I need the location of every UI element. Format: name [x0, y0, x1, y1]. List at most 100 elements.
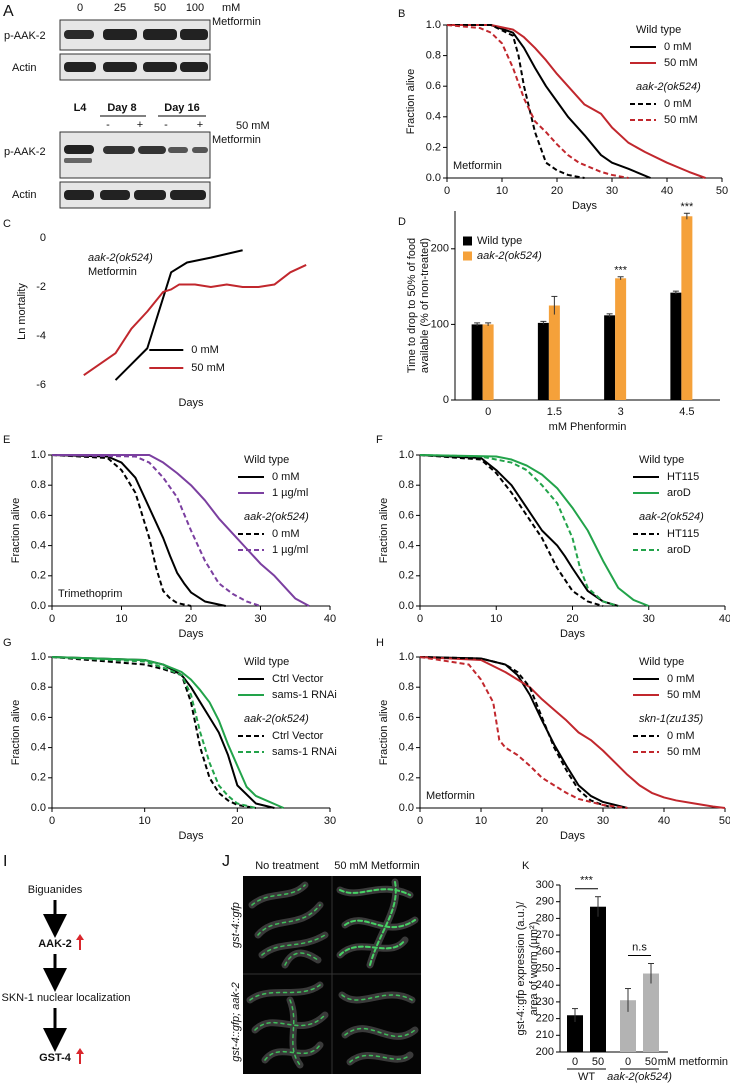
worm-gfp — [251, 884, 326, 966]
band — [103, 29, 137, 40]
bar — [482, 324, 494, 400]
band — [103, 62, 137, 72]
x-axis-label: Days — [560, 628, 586, 640]
y-axis-label: gst-4::gfp expression (a.u.)/ — [515, 901, 527, 1036]
y-tick-label: 0.2 — [399, 570, 414, 582]
y-tick-label: 0.0 — [31, 802, 46, 814]
x-tick-label: 0 — [625, 1056, 631, 1068]
row-label: Actin — [12, 62, 36, 74]
y-axis-label: Fraction alive — [405, 69, 417, 134]
significance: n.s — [632, 941, 647, 953]
bar — [548, 305, 560, 400]
legend-heading: Wild type — [244, 656, 289, 668]
legend-heading: Wild type — [639, 454, 684, 466]
legend-label: 0 mM — [191, 344, 219, 356]
series-line — [51, 454, 261, 607]
legend-heading: Wild type — [636, 24, 681, 36]
legend-label: 1 µg/ml — [272, 544, 308, 556]
legend-label: aroD — [667, 487, 691, 499]
significance: *** — [614, 265, 628, 277]
bar — [643, 973, 659, 1052]
stage-label: Day 8 — [107, 102, 136, 114]
x-tick-label: 20 — [231, 815, 243, 827]
sign: + — [137, 119, 143, 131]
band — [64, 190, 94, 200]
y-tick-label: 250 — [536, 962, 554, 974]
series-line — [51, 656, 285, 809]
x-axis-label: Days — [178, 397, 204, 409]
y-tick-label: 280 — [536, 912, 554, 924]
panel-label: G — [3, 637, 12, 649]
legend-heading: Wild type — [639, 656, 684, 668]
y-tick-label: 1.0 — [399, 651, 414, 663]
band — [64, 30, 94, 39]
y-tick-label: 0.6 — [399, 711, 414, 723]
y-tick-label: 1.0 — [399, 449, 414, 461]
y-tick-label: 100 — [431, 318, 449, 330]
concentration-label: 0 — [77, 2, 83, 14]
y-tick-label: 0.2 — [426, 141, 441, 153]
panel-label: C — [3, 218, 11, 230]
panel-label: E — [3, 434, 10, 446]
x-tick-label: 10 — [496, 185, 508, 197]
drug-label: Metformin — [212, 134, 261, 146]
y-tick-label: 0.8 — [399, 681, 414, 693]
legend-label: 50 mM — [664, 114, 698, 126]
x-tick-label: 10 — [475, 815, 487, 827]
legend-label: Ctrl Vector — [272, 730, 324, 742]
series-line — [419, 454, 619, 607]
series-line — [51, 454, 192, 607]
legend-label: Ctrl Vector — [272, 673, 324, 685]
x-tick-label: 20 — [551, 185, 563, 197]
y-tick-label: 0.2 — [399, 772, 414, 784]
x-axis-label: mM Phenformin — [549, 421, 627, 433]
group-label: aak-2(ok524) — [607, 1071, 672, 1083]
legend-swatch — [463, 236, 472, 246]
row-label: p-AAK-2 — [4, 146, 46, 158]
band — [64, 145, 94, 154]
y-tick-label: 300 — [536, 879, 554, 891]
pathway-step: SKN-1 nuclear localization — [1, 992, 130, 1004]
panel-label: K — [522, 860, 530, 872]
panel-label: A — [3, 3, 14, 20]
x-tick-label: 3 — [618, 406, 624, 418]
unit-label: mM — [222, 2, 240, 14]
band — [64, 62, 96, 72]
bar — [537, 322, 549, 400]
legend-heading: aak-2(ok524) — [244, 713, 309, 725]
y-tick-label: 0 — [443, 394, 449, 406]
series-line — [419, 656, 628, 809]
worms — [246, 878, 419, 1069]
y-tick-label: 270 — [536, 929, 554, 941]
x-tick-label: 10 — [139, 815, 151, 827]
bar — [590, 906, 606, 1052]
x-tick-label: 30 — [606, 185, 618, 197]
y-tick-label: 0.0 — [399, 600, 414, 612]
worm-gfp — [249, 984, 326, 1066]
band — [64, 158, 92, 163]
x-tick-label: 20 — [536, 815, 548, 827]
concentration-label: 25 — [114, 2, 126, 14]
x-tick-label: 10 — [115, 613, 127, 625]
legend-label: aroD — [667, 544, 691, 556]
concentration-label: 100 — [186, 2, 204, 14]
x-tick-label: 20 — [185, 613, 197, 625]
y-tick-label: 0.4 — [426, 111, 441, 123]
y-tick-label: 0.4 — [31, 742, 46, 754]
bar — [567, 1015, 583, 1052]
y-tick-label: 260 — [536, 946, 554, 958]
worm-gfp — [341, 994, 416, 1063]
x-tick-label: 0 — [49, 613, 55, 625]
y-tick-label: 0.2 — [31, 772, 46, 784]
x-tick-label: 1.5 — [547, 406, 562, 418]
worm-gfp — [339, 881, 416, 966]
series-line — [419, 656, 726, 809]
series-line — [419, 454, 619, 607]
y-axis-label: available (% of non-treated) — [419, 238, 431, 373]
x-tick-label: 0 — [49, 815, 55, 827]
bar — [615, 278, 627, 400]
legend-label: 50 mM — [667, 746, 701, 758]
legend-heading: aak-2(ok524) — [244, 511, 309, 523]
panel-j: J No treatment 50 mM Metformin gst-4::gf… — [222, 853, 421, 1074]
